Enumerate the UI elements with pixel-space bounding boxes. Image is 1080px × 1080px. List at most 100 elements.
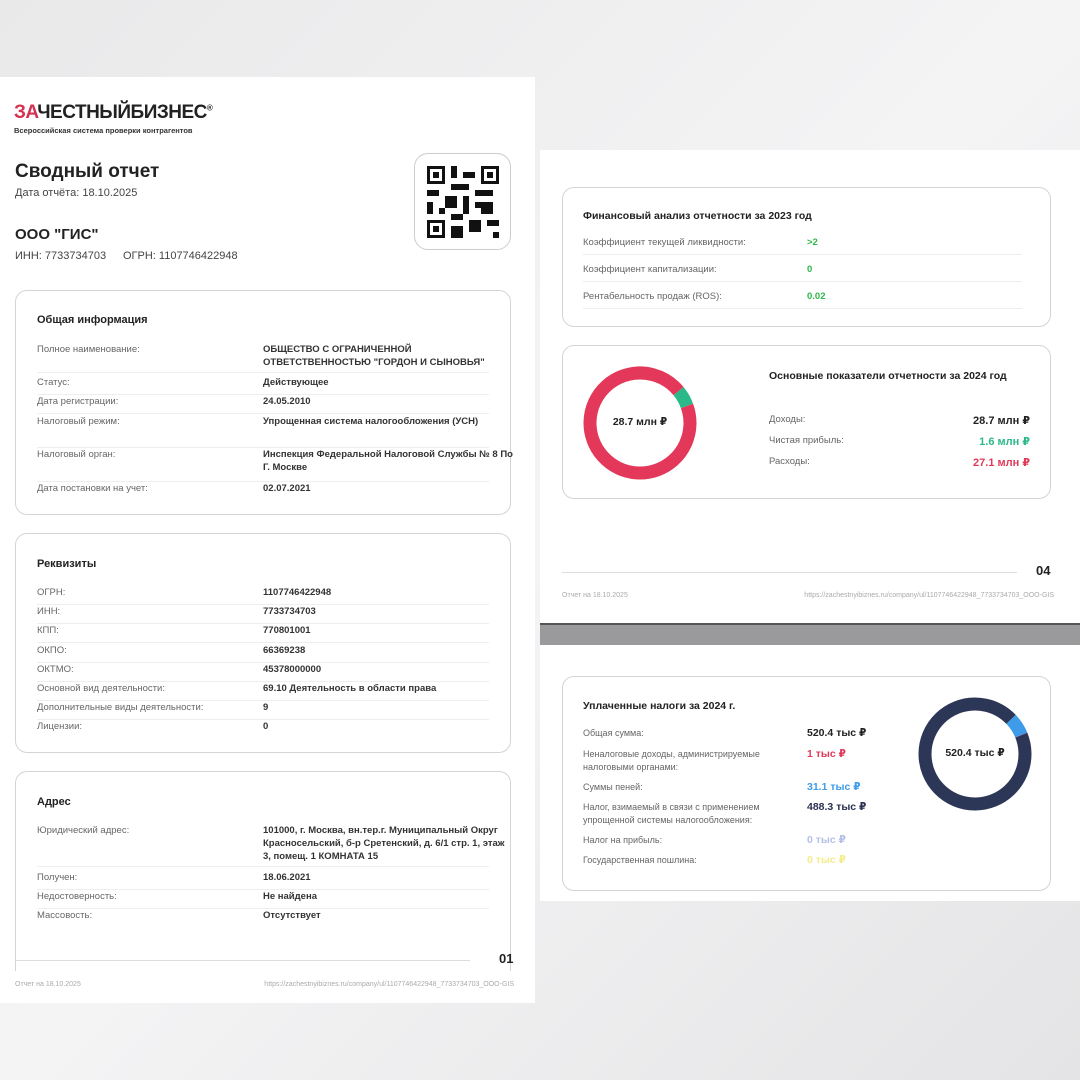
requisite-row: ОГРН: 1107746422948: [37, 586, 489, 605]
row-value: 66369238: [263, 644, 306, 656]
row-label: Чистая прибыль:: [769, 435, 844, 446]
row-value: 69.10 Деятельность в области права: [263, 683, 437, 694]
general-info-title: Общая информация: [37, 314, 148, 326]
info-row: Налоговый орган: Инспекция Федеральной На…: [37, 448, 513, 482]
footer-url[interactable]: https://zachestnyibiznes.ru/company/ul/1…: [804, 592, 1054, 599]
row-label: Коэффициент текущей ликвидности:: [583, 237, 746, 248]
row-label: Суммы пеней:: [583, 782, 643, 792]
row-label: Дата постановки на учет:: [37, 483, 148, 494]
page-separator: [540, 623, 1080, 645]
row-label: Доходы:: [769, 414, 806, 425]
info-row: Дата постановки на учет: 02.07.2021: [37, 482, 489, 500]
logo-red: ЗА: [14, 102, 38, 123]
main-indicators-card: 28.7 млн ₽ Основные показатели отчетност…: [562, 345, 1051, 499]
main-indicators-title: Основные показатели отчетности за 2024 г…: [769, 370, 1007, 382]
row-value: Действующее: [263, 377, 329, 388]
row-label: Коэффициент капитализации:: [583, 264, 717, 275]
requisite-row: Основной вид деятельности: 69.10 Деятельн…: [37, 682, 489, 701]
row-value: Упрощенная система налогообложения (УСН): [263, 416, 479, 427]
row-value: 0.02: [807, 291, 826, 302]
row-label: Полное наименование:: [37, 344, 140, 355]
logo-tagline: Всероссийская система проверки контраген…: [14, 126, 193, 135]
financial-analysis-title: Финансовый анализ отчетности за 2023 год: [583, 210, 812, 222]
row-label: Государственная пошлина:: [583, 855, 697, 865]
fin-row: Коэффициент капитализации: 0: [583, 260, 1022, 282]
row-label: Расходы:: [769, 456, 810, 467]
info-row: Юридический адрес: 101000, г. Москва, вн.…: [37, 824, 505, 867]
donut-segment: [918, 697, 1032, 811]
requisite-row: ОКТМО: 45378000000: [37, 663, 489, 682]
row-label: Лицензии:: [37, 721, 83, 733]
row-value: 0 тыс ₽: [807, 854, 846, 866]
footer-date: Отчет на 18.10.2025: [15, 981, 81, 988]
company-inn: ИНН: 7733734703: [15, 250, 107, 262]
report-page-5: Уплаченные налоги за 2024 г. Общая сумма…: [540, 645, 1080, 901]
info-row: Недостоверность: Не найдена: [37, 890, 489, 909]
row-value: 520.4 тыс ₽: [807, 727, 867, 739]
row-label: Статус:: [37, 377, 70, 388]
taxes-donut-chart: [918, 697, 1032, 811]
income-donut-chart: [583, 366, 697, 480]
row-label: Массовость:: [37, 910, 93, 921]
row-value: 1.6 млн ₽: [979, 436, 1030, 448]
row-value: 24.05.2010: [263, 396, 311, 407]
row-label: Налоговый режим:: [37, 416, 120, 427]
row-value: 28.7 млн ₽: [973, 415, 1030, 427]
row-label: Неналоговые доходы, администрируемые нал…: [583, 749, 760, 772]
row-value: 9: [263, 702, 269, 714]
row-value: 27.1 млн ₽: [973, 457, 1030, 469]
row-value: 18.06.2021: [263, 872, 311, 883]
info-row: Полное наименование: ОБЩЕСТВО С ОГРАНИЧЕН…: [37, 343, 489, 373]
paid-taxes-title: Уплаченные налоги за 2024 г.: [583, 700, 736, 712]
requisite-row: ОКПО: 66369238: [37, 644, 489, 663]
row-label: ИНН:: [37, 606, 61, 618]
company-ogrn: ОГРН: 1107746422948: [123, 250, 238, 262]
requisites-card: Реквизиты ОГРН: 1107746422948 ИНН: 77337347…: [15, 533, 511, 753]
info-row: Получен: 18.06.2021: [37, 871, 489, 890]
company-name: ООО "ГИС": [15, 226, 99, 243]
row-value: 0: [807, 264, 813, 275]
page-number: 04: [1036, 563, 1051, 578]
info-row: Дата регистрации: 24.05.2010: [37, 395, 489, 414]
row-value: 7733734703: [263, 606, 316, 618]
financial-analysis-card: Финансовый анализ отчетности за 2023 год…: [562, 187, 1051, 327]
income-donut-center: 28.7 млн ₽: [612, 416, 668, 428]
footer-divider: [562, 572, 1017, 573]
requisite-row: Лицензии: 0: [37, 720, 489, 739]
general-info-card: Общая информация Полное наименование: ОБЩ…: [15, 290, 513, 515]
footer-url[interactable]: https://zachestnyibiznes.ru/company/ul/1…: [264, 981, 514, 988]
logo-black: ЧЕСТНЫЙБИЗНЕС: [37, 102, 207, 123]
page-number: 01: [499, 951, 514, 966]
report-page-4: Финансовый анализ отчетности за 2023 год…: [540, 150, 1080, 623]
requisite-row: ИНН: 7733734703: [37, 605, 489, 625]
footer-date: Отчет на 18.10.2025: [562, 592, 628, 599]
row-label: Недостоверность:: [37, 891, 117, 902]
row-value: Инспекция Федеральной Налоговой Службы №…: [263, 449, 513, 473]
report-page-1: ЗАЧЕСТНЫЙБИЗНЕС® Всероссийская система п…: [0, 77, 535, 1003]
qr-code[interactable]: [414, 153, 511, 250]
row-value: 770801001: [263, 625, 311, 637]
row-value: 101000, г. Москва, вн.тер.г. Муниципальн…: [263, 825, 505, 862]
footer-divider: [15, 960, 470, 961]
logo-mark: ®: [206, 103, 213, 113]
requisites-title: Реквизиты: [37, 558, 97, 570]
row-value: 0: [263, 721, 269, 733]
row-value: 1 тыс ₽: [807, 748, 846, 760]
taxes-donut-center: 520.4 тыс ₽: [945, 747, 1005, 759]
fin-row: Коэффициент текущей ликвидности: >2: [583, 233, 1022, 255]
row-label: ОКТМО:: [37, 663, 74, 675]
fin-row: Рентабельность продаж (ROS): 0.02: [583, 287, 1022, 309]
row-label: Общая сумма:: [583, 728, 644, 738]
row-label: Основной вид деятельности:: [37, 683, 165, 694]
row-value: ОБЩЕСТВО С ОГРАНИЧЕННОЙ ОТВЕТСТВЕННОСТЬЮ…: [263, 344, 485, 368]
row-value: >2: [807, 237, 818, 248]
row-value: 31.1 тыс ₽: [807, 781, 861, 793]
row-label: КПП:: [37, 625, 59, 637]
row-value: Отсутствует: [263, 910, 321, 921]
requisite-row: КПП: 770801001: [37, 624, 489, 644]
row-label: Налоговый орган:: [37, 449, 116, 460]
row-label: Получен:: [37, 872, 78, 883]
page-title: Сводный отчет: [15, 161, 160, 182]
row-label: Рентабельность продаж (ROS):: [583, 291, 722, 302]
row-label: Юридический адрес:: [37, 825, 130, 836]
